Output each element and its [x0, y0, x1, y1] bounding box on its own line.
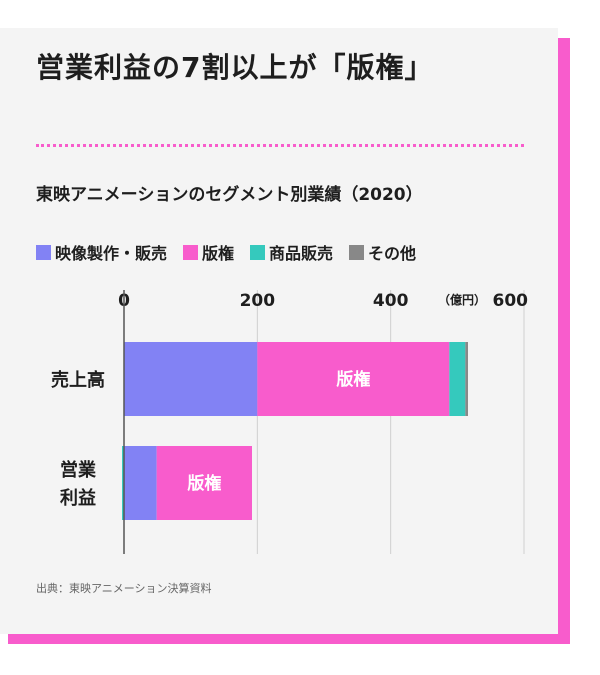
category-label-sales-0: 売上高 — [51, 369, 105, 391]
legend: 映像製作・販売 版権 商品販売 その他 — [36, 240, 416, 264]
category-label-operating-profit-0: 営業 — [60, 459, 97, 481]
legend-swatch-license — [183, 244, 199, 260]
chart-card — [0, 28, 558, 634]
bar-label-operating-profit-license: 版権 — [187, 473, 221, 494]
legend-item-other: その他 — [349, 240, 416, 264]
bar-sales-merch — [449, 342, 466, 416]
legend-item-merch: 商品販売 — [250, 240, 333, 264]
category-label-operating-profit-1: 利益 — [60, 487, 96, 509]
source-note: 出典：東映アニメーション決算資料 — [36, 582, 212, 595]
bar-sales-license — [257, 342, 450, 416]
unit-label: （億円） — [438, 292, 486, 307]
legend-label-merch: 商品販売 — [269, 244, 334, 263]
bar-sales-video — [124, 342, 258, 416]
chart-title: 営業利益の7割以上が「版権」 — [36, 51, 434, 84]
legend-item-video: 映像製作・販売 — [36, 240, 167, 264]
tick-label-600: 600 — [493, 291, 529, 311]
legend-swatch-video — [36, 244, 51, 260]
tick-label-400: 400 — [373, 291, 409, 311]
legend-label-other: その他 — [368, 244, 417, 263]
legend-label-video: 映像製作・販売 — [55, 244, 168, 263]
bar-label-sales-license: 版権 — [336, 369, 370, 390]
legend-swatch-merch — [250, 244, 266, 260]
bar-operating-profit-video — [122, 446, 157, 520]
chart-subtitle: 東映アニメーションのセグメント別業績（2020） — [36, 185, 423, 205]
bar-operating-profit-merch-sliver — [122, 446, 124, 520]
legend-swatch-other — [349, 244, 365, 260]
bar-operating-profit-license — [156, 446, 252, 520]
dotted-divider — [36, 144, 524, 147]
tick-label-200: 200 — [240, 291, 276, 311]
legend-item-license: 版権 — [183, 240, 234, 264]
legend-label-license: 版権 — [202, 244, 235, 263]
bar-sales-other — [465, 342, 468, 416]
